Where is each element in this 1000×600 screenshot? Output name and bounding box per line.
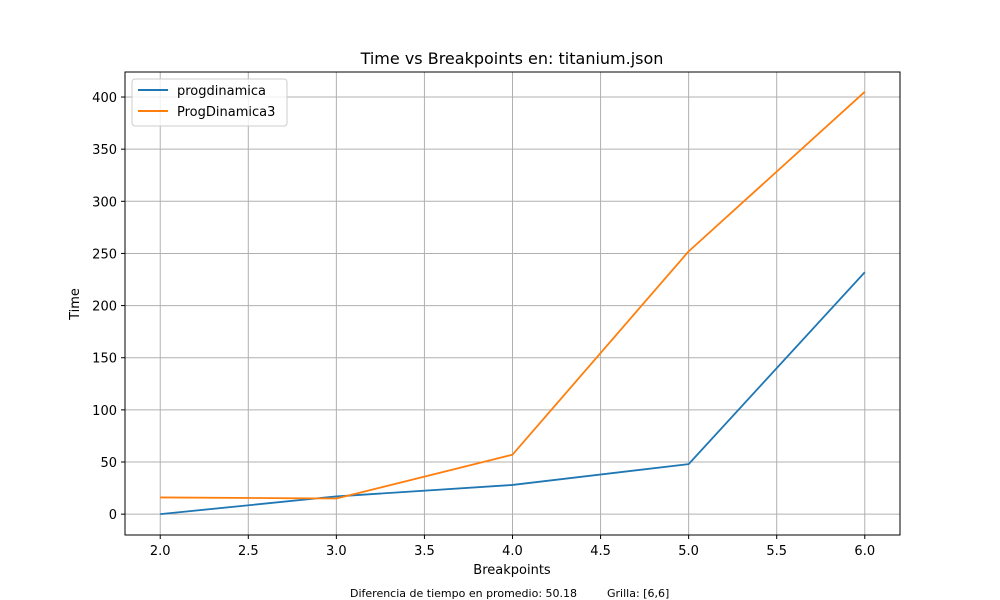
y-tick-label: 50 <box>100 456 117 471</box>
chart-title: Time vs Breakpoints en: titanium.json <box>360 49 664 68</box>
x-tick-label: 4.0 <box>502 544 523 559</box>
legend: progdinamica ProgDinamica3 <box>131 78 288 127</box>
y-tick-label: 200 <box>92 300 117 315</box>
y-axis-label: Time <box>68 288 83 321</box>
y-tick-label: 250 <box>92 247 117 262</box>
x-axis-label: Breakpoints <box>473 563 551 578</box>
y-tick-label: 0 <box>109 508 117 523</box>
y-tick-label: 100 <box>92 404 117 419</box>
legend-box <box>131 78 288 127</box>
x-tick-label: 2.5 <box>238 544 259 559</box>
y-tick-label: 350 <box>92 143 117 158</box>
axis-ticks: 2.0 2.5 3.0 3.5 4.0 4.5 5.0 5.5 6.0 0 50 100 150 200 2… <box>92 91 875 559</box>
x-tick-label: 3.0 <box>326 544 347 559</box>
y-tick-label: 400 <box>92 91 117 106</box>
x-tick-label: 5.5 <box>766 544 787 559</box>
legend-label-progdinamica3: ProgDinamica3 <box>177 105 275 120</box>
x-tick-label: 6.0 <box>854 544 875 559</box>
y-tick-label: 300 <box>92 195 117 210</box>
y-tick-label: 150 <box>92 352 117 367</box>
footer-average-difference: Diferencia de tiempo en promedio: 50.18 <box>350 587 578 600</box>
x-tick-label: 3.5 <box>414 544 435 559</box>
legend-label-progdinamica: progdinamica <box>177 84 266 99</box>
footer-grid-size: Grilla: [6,6] <box>607 587 670 600</box>
x-tick-label: 2.0 <box>150 544 171 559</box>
x-tick-label: 4.5 <box>590 544 611 559</box>
series-line-progdinamica3 <box>160 91 866 500</box>
series-line-progdinamica <box>160 271 866 516</box>
grid-lines <box>125 72 900 535</box>
x-tick-label: 5.0 <box>678 544 699 559</box>
series-lines <box>160 91 866 516</box>
